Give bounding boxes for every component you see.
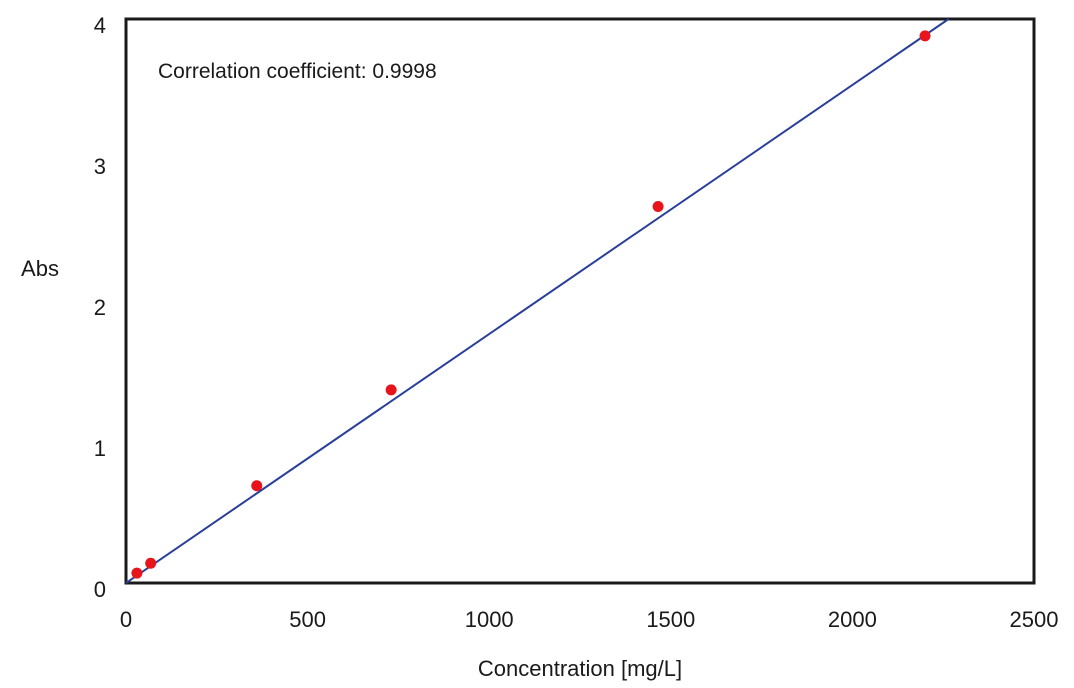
y-tick-label: 1 xyxy=(94,436,106,461)
data-point xyxy=(145,557,157,569)
x-tick-label: 2000 xyxy=(828,607,877,632)
x-axis-title: Concentration [mg/L] xyxy=(478,656,682,681)
x-tick-label: 1500 xyxy=(646,607,695,632)
x-tick-label: 500 xyxy=(289,607,326,632)
y-tick-labels: 0 1 2 3 4 xyxy=(94,13,106,602)
x-tick-label: 1000 xyxy=(465,607,514,632)
y-axis-title: Abs xyxy=(21,256,59,281)
data-points-layer xyxy=(131,30,931,579)
data-point xyxy=(385,384,397,396)
plot-frame xyxy=(124,17,1036,585)
y-tick-label: 0 xyxy=(94,577,106,602)
fit-line-layer xyxy=(125,18,950,584)
x-tick-label: 2500 xyxy=(1010,607,1059,632)
data-point xyxy=(251,480,263,492)
x-tick-labels: 0 500 1000 1500 2000 2500 xyxy=(120,607,1059,632)
y-tick-label: 2 xyxy=(94,295,106,320)
data-point xyxy=(652,201,664,213)
data-point xyxy=(919,30,931,42)
annotation-correlation: Correlation coefficient: 0.9998 xyxy=(158,60,437,83)
data-point xyxy=(131,567,143,579)
x-tick-label: 0 xyxy=(120,607,132,632)
regression-line xyxy=(125,18,950,584)
y-tick-label: 3 xyxy=(94,154,106,179)
y-tick-label: 4 xyxy=(94,13,106,38)
